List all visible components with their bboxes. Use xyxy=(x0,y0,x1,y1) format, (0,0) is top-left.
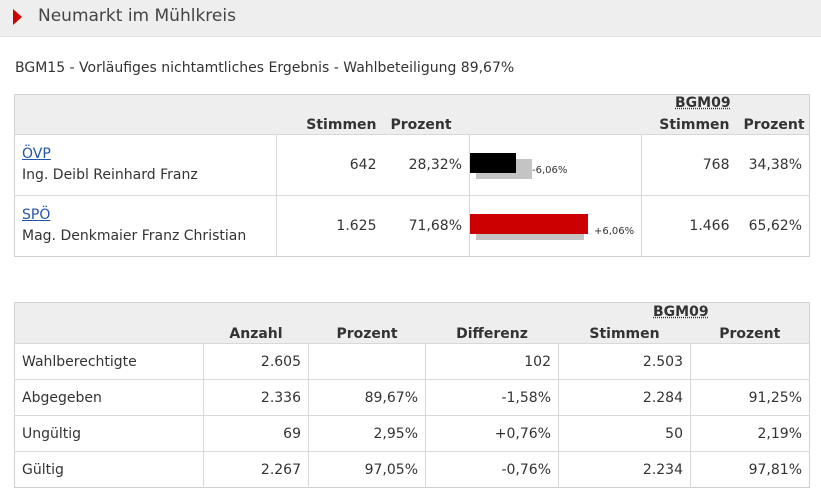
stimmen-09-value: 2.284 xyxy=(558,379,691,416)
party-link-spoe[interactable]: SPÖ xyxy=(22,207,51,223)
page-header: Neumarkt im Mühlkreis xyxy=(0,0,821,37)
prozent-value: 2,95% xyxy=(308,415,426,452)
prozent-09-value: 97,81% xyxy=(690,451,810,488)
result-bar-cell: +6,06% xyxy=(469,195,642,257)
comparison-group-label: BGM09 xyxy=(653,304,709,320)
differenz-value: +0,76% xyxy=(425,415,559,452)
col-stimmen-09: Stimmen xyxy=(589,326,660,342)
row-label: Ungültig xyxy=(14,415,204,452)
prozent-09-value: 91,25% xyxy=(690,379,810,416)
stimmen-09-value: 2.503 xyxy=(558,343,691,380)
party-link-oevp[interactable]: ÖVP xyxy=(22,146,51,162)
party-row: SPÖ Mag. Denkmaier Franz Christian 1.625… xyxy=(14,195,810,257)
arrow-right-icon xyxy=(13,9,22,25)
row-label: Abgegeben xyxy=(14,379,204,416)
result-bar-cell: -6,06% xyxy=(469,134,642,196)
col-prozent: Prozent xyxy=(336,326,398,342)
col-prozent: Prozent xyxy=(390,117,452,133)
turnout-row: Ungültig 69 2,95% +0,76% 50 2,19% xyxy=(14,415,810,452)
result-bar xyxy=(470,153,516,173)
prozent-value: 89,67% xyxy=(308,379,426,416)
stimmen-value: 642 xyxy=(276,134,384,196)
prozent-value xyxy=(308,343,426,380)
col-prozent-09: Prozent xyxy=(719,326,781,342)
anzahl-value: 2.336 xyxy=(203,379,309,416)
prozent-value: 97,05% xyxy=(308,451,426,488)
prozent-09-value: 34,38% xyxy=(736,134,810,196)
differenz-value: -0,76% xyxy=(425,451,559,488)
difference-label: -6,06% xyxy=(532,165,568,176)
anzahl-value: 2.267 xyxy=(203,451,309,488)
results-header-row: Stimmen Prozent Stimmen Prozent xyxy=(14,94,810,135)
difference-label: +6,06% xyxy=(594,226,635,237)
col-prozent-09: Prozent xyxy=(743,117,805,133)
row-label: Wahlberechtigte xyxy=(14,343,204,380)
result-subtitle: BGM15 - Vorläufiges nichtamtliches Ergeb… xyxy=(15,60,515,76)
page-title: Neumarkt im Mühlkreis xyxy=(38,6,236,26)
differenz-value: -1,58% xyxy=(425,379,559,416)
stimmen-09-value: 768 xyxy=(641,134,737,196)
turnout-row: Abgegeben 2.336 89,67% -1,58% 2.284 91,2… xyxy=(14,379,810,416)
col-stimmen: Stimmen xyxy=(306,117,377,133)
row-label: Gültig xyxy=(14,451,204,488)
prozent-value: 28,32% xyxy=(383,134,470,196)
col-differenz: Differenz xyxy=(456,326,528,342)
stimmen-09-value: 1.466 xyxy=(641,195,737,257)
anzahl-value: 69 xyxy=(203,415,309,452)
differenz-value: 102 xyxy=(425,343,559,380)
col-stimmen-09: Stimmen xyxy=(659,117,730,133)
candidate-name: Mag. Denkmaier Franz Christian xyxy=(22,228,247,244)
prozent-09-value xyxy=(690,343,810,380)
anzahl-value: 2.605 xyxy=(203,343,309,380)
prozent-09-value: 2,19% xyxy=(690,415,810,452)
prozent-value: 71,68% xyxy=(383,195,470,257)
results-table: Stimmen Prozent Stimmen Prozent ÖVP Ing.… xyxy=(14,94,810,257)
party-cell: ÖVP Ing. Deibl Reinhard Franz xyxy=(14,134,277,196)
turnout-table: Anzahl Prozent Differenz Stimmen Prozent… xyxy=(14,302,810,488)
stimmen-09-value: 2.234 xyxy=(558,451,691,488)
candidate-name: Ing. Deibl Reinhard Franz xyxy=(22,167,198,183)
stimmen-value: 1.625 xyxy=(276,195,384,257)
party-row: ÖVP Ing. Deibl Reinhard Franz 642 28,32%… xyxy=(14,134,810,196)
prozent-09-value: 65,62% xyxy=(736,195,810,257)
turnout-header-row: Anzahl Prozent Differenz Stimmen Prozent xyxy=(14,302,810,344)
turnout-row: Wahlberechtigte 2.605 102 2.503 xyxy=(14,343,810,380)
party-cell: SPÖ Mag. Denkmaier Franz Christian xyxy=(14,195,277,257)
comparison-group-label: BGM09 xyxy=(675,95,731,111)
stimmen-09-value: 50 xyxy=(558,415,691,452)
result-bar xyxy=(470,214,588,234)
turnout-row: Gültig 2.267 97,05% -0,76% 2.234 97,81% xyxy=(14,451,810,488)
col-anzahl: Anzahl xyxy=(229,326,283,342)
